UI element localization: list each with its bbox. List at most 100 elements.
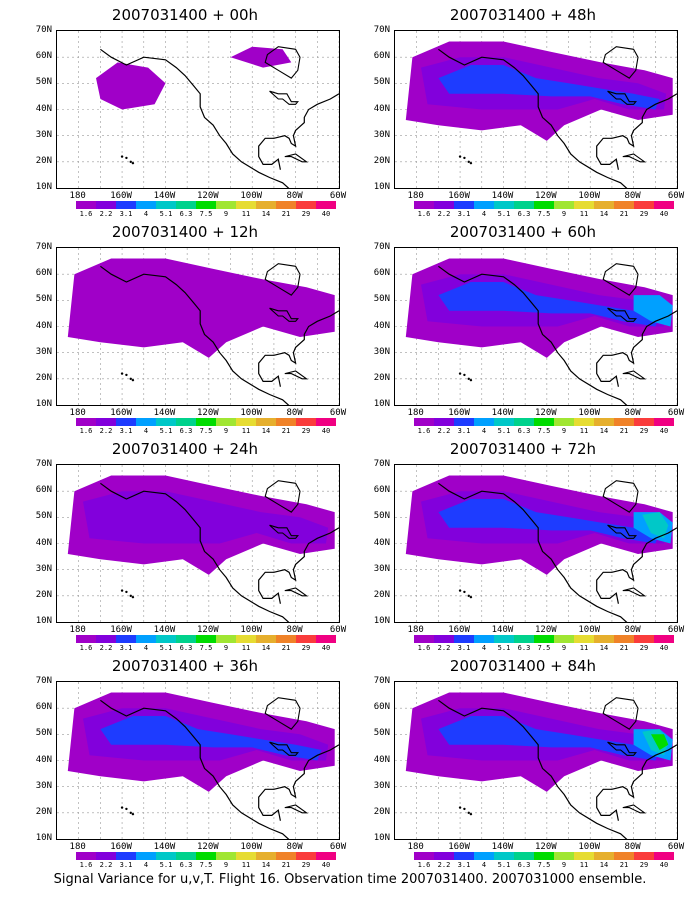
- colorbar-label: 40: [321, 861, 331, 869]
- colorbar-label: 4: [143, 644, 149, 652]
- colorbar-label: 3.1: [119, 427, 133, 435]
- colorbar-swatch: [534, 852, 554, 860]
- panel-title: 2007031400 + 48h: [449, 6, 597, 24]
- colorbar-label: 40: [321, 644, 331, 652]
- colorbar-swatch: [414, 418, 434, 426]
- island: [131, 378, 135, 382]
- latitude-label: 10N: [35, 399, 52, 409]
- colorbar-label: 4: [481, 210, 487, 218]
- forecast-panel: 2007031400 + 36h 70N 60N 50N 40N 30N 20N 10N 180…: [20, 651, 350, 869]
- longitude-label: 140W: [153, 408, 176, 418]
- colorbar-swatch: [434, 418, 454, 426]
- longitude-label: 180: [407, 191, 424, 201]
- coastline: [622, 804, 647, 814]
- colorbar-label: 2.2: [99, 427, 113, 435]
- colorbar-label: 11: [579, 644, 589, 652]
- colorbar-swatch: [196, 635, 216, 643]
- colorbar-swatch: [554, 852, 574, 860]
- colorbar-label: 6.3: [517, 210, 531, 218]
- island: [469, 161, 473, 165]
- colorbar-label: 9: [223, 210, 229, 218]
- colorbar-swatch: [554, 635, 574, 643]
- latitude-label: 40N: [35, 320, 52, 331]
- colorbar-label: 5.1: [159, 210, 173, 218]
- longitude-label: 180: [69, 625, 86, 635]
- latitude-label: 50N: [35, 511, 52, 522]
- colorbar-label: 2.2: [437, 427, 451, 435]
- coastline: [100, 482, 290, 622]
- colorbar-label: 14: [261, 427, 271, 435]
- variance-contour: [438, 65, 660, 110]
- colorbar-label: 29: [301, 644, 311, 652]
- colorbar-swatch: [534, 418, 554, 426]
- latitude-label: 10N: [35, 616, 52, 626]
- longitude-label: 160W: [110, 625, 132, 635]
- colorbar-swatch: [156, 635, 176, 643]
- coastline: [264, 46, 301, 79]
- longitude-label: 160W: [448, 191, 470, 201]
- colorbar-swatch: [176, 418, 196, 426]
- colorbar: [76, 635, 336, 643]
- colorbar-swatch: [96, 418, 116, 426]
- coastline: [284, 370, 309, 380]
- colorbar-swatch: [554, 418, 574, 426]
- latitude-label: 30N: [373, 129, 390, 140]
- colorbar-swatch: [256, 418, 276, 426]
- map-svg: [395, 465, 677, 622]
- colorbar-label: 11: [579, 427, 589, 435]
- colorbar-swatch: [494, 418, 514, 426]
- colorbar-label: 40: [321, 427, 331, 435]
- longitude-label: 140W: [491, 625, 514, 635]
- coastline: [622, 370, 647, 380]
- panel-title: 2007031400 + 36h: [111, 657, 259, 675]
- colorbar-swatch: [474, 852, 494, 860]
- colorbar-label: 2.2: [99, 644, 113, 652]
- colorbar-swatch: [614, 852, 634, 860]
- latitude-label: 60N: [373, 485, 390, 496]
- colorbar-swatch: [614, 418, 634, 426]
- latitude-label: 60N: [35, 268, 52, 279]
- coastline: [622, 153, 647, 163]
- latitude-label: 20N: [35, 589, 52, 600]
- colorbar-label: 3.1: [457, 427, 471, 435]
- coastline: [264, 697, 301, 730]
- coastline: [607, 524, 637, 539]
- colorbar-swatch: [594, 201, 614, 209]
- colorbar-swatch: [454, 418, 474, 426]
- colorbar-swatch: [216, 635, 236, 643]
- island: [463, 807, 466, 811]
- longitude-label: 140W: [153, 842, 176, 852]
- latitude-label: 20N: [373, 806, 390, 817]
- longitude-label: 80W: [286, 408, 303, 418]
- map-area: [394, 464, 678, 623]
- colorbar-swatch: [454, 201, 474, 209]
- island: [120, 155, 124, 158]
- panel-title: 2007031400 + 60h: [449, 223, 597, 241]
- variance-contour: [642, 512, 669, 539]
- map-area: [394, 681, 678, 840]
- colorbar-label: 3.1: [119, 210, 133, 218]
- latitude-label: 40N: [373, 754, 390, 765]
- colorbar-swatch: [534, 635, 554, 643]
- colorbar-swatch: [316, 852, 336, 860]
- island: [125, 807, 128, 811]
- colorbar-label: 14: [599, 210, 609, 218]
- latitude-label: 70N: [35, 25, 52, 35]
- colorbar-label: 1.6: [79, 427, 93, 435]
- latitude-label: 60N: [373, 51, 390, 62]
- colorbar-label: 5.1: [159, 861, 173, 869]
- colorbar-label: 21: [619, 861, 629, 869]
- colorbar-swatch: [216, 852, 236, 860]
- island: [469, 378, 473, 382]
- colorbar-swatch: [296, 635, 316, 643]
- latitude-label: 40N: [373, 537, 390, 548]
- colorbar-label: 6.3: [179, 210, 193, 218]
- island: [120, 589, 124, 592]
- colorbar-swatch: [156, 852, 176, 860]
- latitude-label: 40N: [373, 320, 390, 331]
- island: [467, 811, 470, 815]
- colorbar-swatch: [76, 852, 96, 860]
- island: [469, 812, 473, 816]
- map-area: [394, 247, 678, 406]
- coastline: [596, 744, 677, 821]
